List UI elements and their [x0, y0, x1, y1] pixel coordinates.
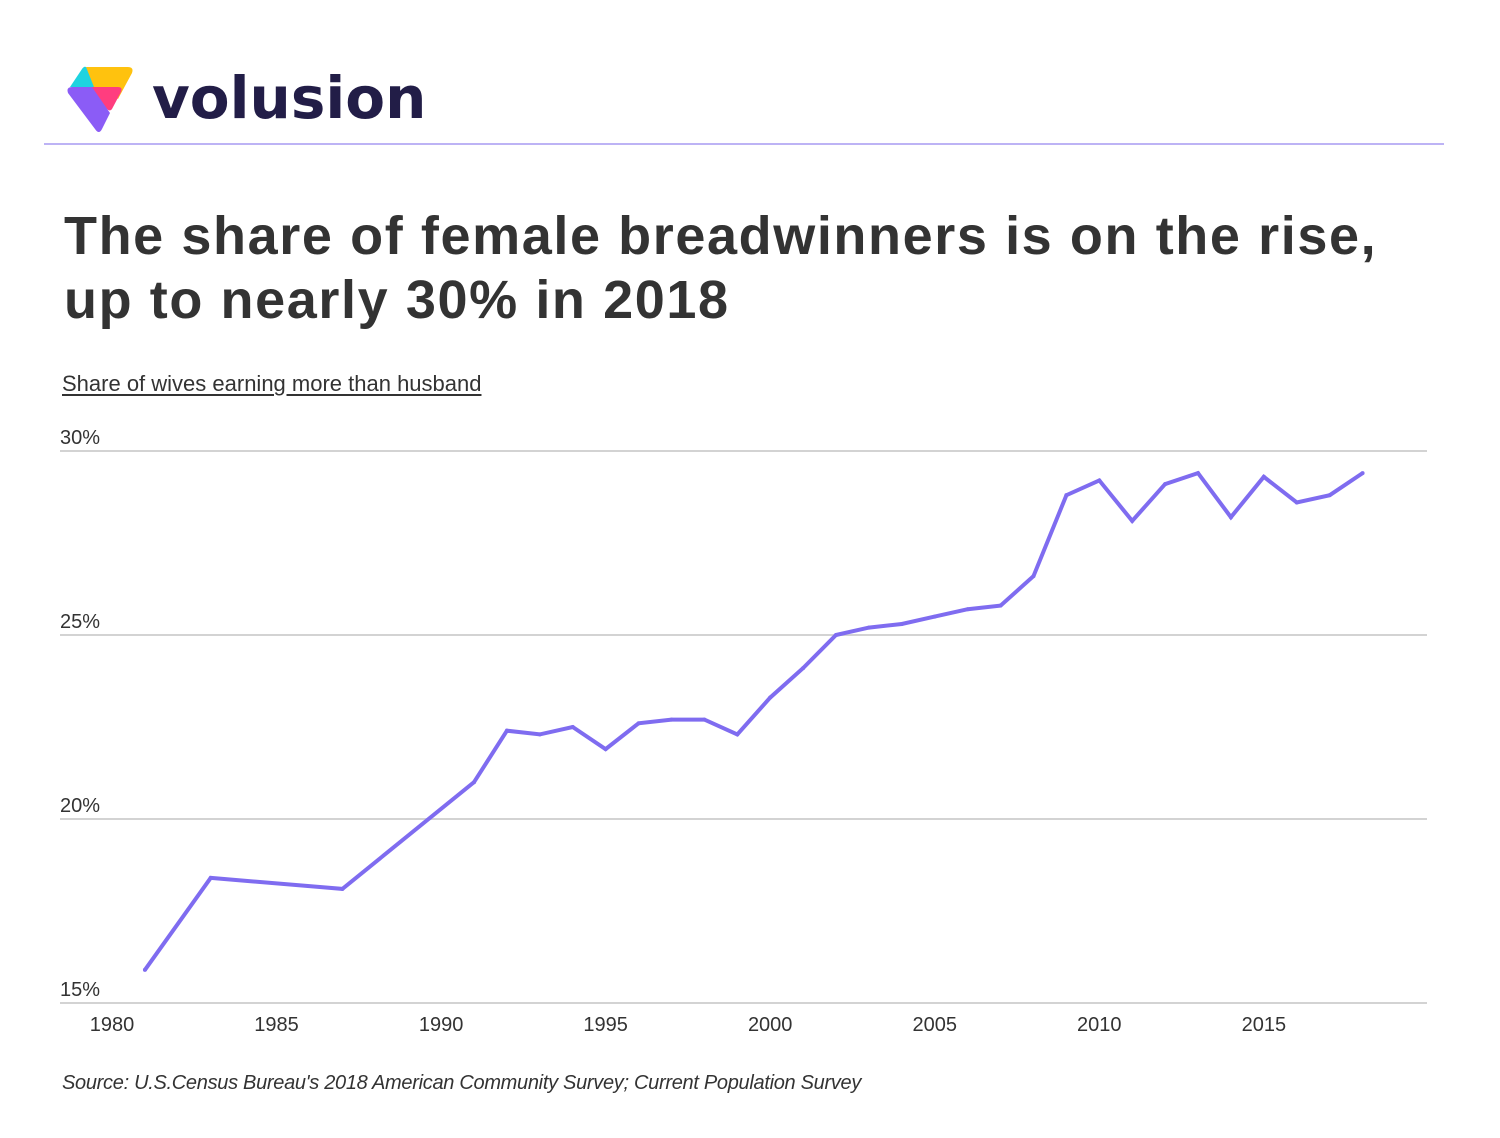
grid-lines [60, 450, 1427, 1004]
data-point-2002 [834, 633, 839, 637]
x-tick-label: 1980 [90, 1014, 135, 1036]
source-note: Source: U.S.Census Bureau's 2018 America… [62, 1072, 862, 1094]
header: volusion [66, 64, 426, 136]
data-point-2007 [998, 603, 1003, 608]
header-separator [44, 143, 1444, 145]
data-point-1995 [603, 747, 608, 752]
y-tick-label: 20% [60, 795, 100, 817]
y-tick-label: 25% [60, 611, 100, 633]
data-point-1993 [537, 732, 542, 737]
y-tick-label: 30% [60, 427, 100, 449]
data-point-2005 [932, 614, 937, 619]
chart-subtitle: Share of wives earning more than husband [62, 371, 482, 396]
data-point-1987 [340, 886, 345, 891]
data-point-2017 [1327, 493, 1332, 498]
title-line-1: The share of female breadwinners is on t… [64, 206, 1378, 266]
data-point-1983 [208, 875, 213, 880]
data-point-1991 [472, 780, 477, 785]
data-point-2011 [1130, 518, 1135, 523]
data-point-2001 [801, 666, 806, 671]
data-point-2010 [1097, 478, 1102, 483]
data-point-1981 [142, 967, 147, 972]
x-tick-label: 2010 [1077, 1014, 1122, 1036]
title-line-2: up to nearly 30% in 2018 [64, 270, 730, 330]
data-point-1998 [702, 717, 707, 722]
brand-wordmark: volusion [152, 64, 427, 132]
x-tick-label: 1990 [419, 1014, 464, 1036]
data-point-2006 [965, 607, 970, 612]
data-point-2014 [1228, 515, 1233, 520]
x-tick-label: 1995 [583, 1014, 628, 1036]
x-tick-label: 2015 [1242, 1014, 1287, 1036]
x-tick-label: 2005 [913, 1014, 958, 1036]
data-point-2015 [1261, 474, 1266, 479]
data-point-1994 [570, 725, 575, 729]
data-point-2000 [768, 695, 773, 700]
chart-title: The share of female breadwinners is on t… [64, 204, 1464, 332]
volusion-logo-icon [67, 66, 133, 132]
data-point-2008 [1031, 574, 1036, 579]
data-point-2016 [1294, 500, 1299, 505]
data-point-1996 [636, 721, 641, 726]
data-point-2003 [866, 625, 871, 630]
data-point-1999 [735, 732, 740, 737]
series-line [143, 470, 1364, 972]
data-point-1997 [669, 717, 674, 722]
x-tick-label: 1985 [254, 1014, 299, 1036]
data-point-2018 [1360, 471, 1365, 476]
y-tick-label: 15% [60, 979, 100, 1001]
data-point-2013 [1196, 471, 1201, 476]
data-point-2004 [899, 621, 904, 626]
data-series [142, 470, 1365, 972]
data-point-2012 [1163, 482, 1168, 487]
y-axis-ticks: 15% 20% 25% 30% [60, 427, 100, 1001]
data-point-2009 [1064, 493, 1069, 498]
x-axis-ticks: 1980 1985 1990 1995 2000 2005 2010 2015 [90, 1014, 1286, 1036]
data-point-1992 [504, 728, 509, 733]
x-tick-label: 2000 [748, 1014, 793, 1036]
